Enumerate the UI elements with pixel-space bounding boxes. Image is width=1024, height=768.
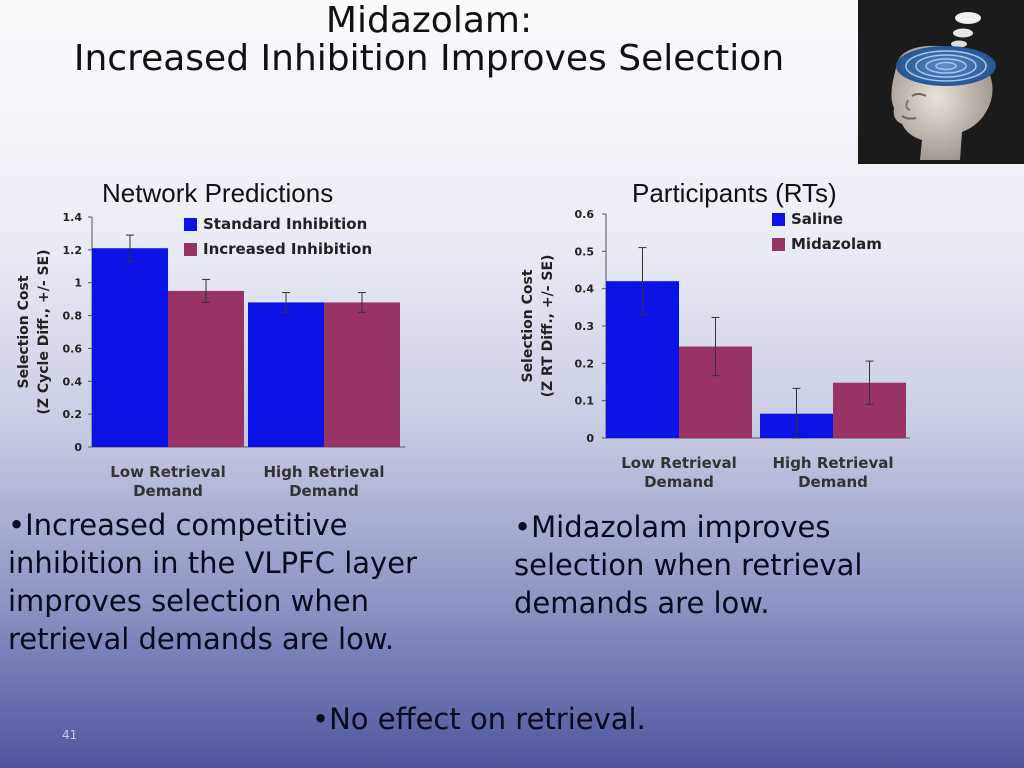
legend-label: Midazolam bbox=[791, 235, 882, 253]
legend-swatch bbox=[184, 218, 197, 231]
legend-label: Saline bbox=[791, 210, 843, 228]
legend-swatch bbox=[184, 243, 197, 256]
bar-standard-inhibition bbox=[92, 248, 168, 447]
x-category-label: High Retrieval Demand bbox=[773, 454, 894, 491]
bullet-bottom-text: No effect on retrieval. bbox=[329, 702, 646, 736]
x-category-label: High Retrieval Demand bbox=[264, 463, 385, 500]
right-chart-heading: Participants (RTs) bbox=[632, 178, 837, 208]
y-tick-label: 0.1 bbox=[575, 395, 595, 408]
y-tick-label: 0.5 bbox=[575, 245, 595, 258]
legend-swatch bbox=[772, 238, 785, 251]
bullet-right-text: Midazolam improves selection when retrie… bbox=[514, 510, 863, 620]
bullet-left: •Increased competitive inhibition in the… bbox=[8, 506, 478, 658]
participants-rt-chart: 0 0.1 0.2 0.3 0.4 0.5 0.6 Low Retrieval Demand Hi… bbox=[520, 208, 910, 491]
x-category-label: Low Retrieval Demand bbox=[621, 454, 737, 491]
y-tick-label: 0.6 bbox=[63, 342, 83, 355]
y-tick-label: 1.2 bbox=[63, 244, 83, 257]
y-tick-label: 1.4 bbox=[63, 211, 83, 224]
bar-increased-inhibition bbox=[168, 290, 244, 447]
y-axis-label-line-1: Selection Cost bbox=[16, 275, 32, 388]
slide-title: Midazolam: Increased Inhibition Improves… bbox=[0, 2, 858, 78]
bullet-dot: • bbox=[312, 702, 330, 736]
y-tick-label: 0.4 bbox=[575, 283, 595, 296]
y-tick-label: 0.2 bbox=[575, 357, 595, 370]
network-predictions-chart: 0 0.2 0.4 0.6 0.8 1 1.2 1.4 Low Retrieval Demand H… bbox=[16, 211, 405, 500]
y-axis-label-line-2: (Z RT Diff., +/- SE) bbox=[540, 255, 556, 398]
bullet-dot: • bbox=[8, 508, 26, 542]
y-tick-label: 1 bbox=[74, 277, 82, 290]
head-maze-image bbox=[858, 0, 1024, 164]
bullet-bottom: •No effect on retrieval. bbox=[312, 700, 772, 738]
legend-label: Standard Inhibition bbox=[203, 215, 367, 233]
slide-number: 41 bbox=[62, 728, 78, 742]
y-axis-label-line-1: Selection Cost bbox=[520, 269, 536, 382]
left-chart-heading: Network Predictions bbox=[102, 178, 334, 208]
bar-increased-inhibition bbox=[324, 302, 400, 447]
bullet-right: •Midazolam improves selection when retri… bbox=[514, 508, 914, 622]
bullet-dot: • bbox=[514, 510, 532, 544]
y-tick-label: 0.3 bbox=[575, 320, 595, 333]
title-line-1: Midazolam: bbox=[325, 0, 533, 41]
x-category-label: Low Retrieval Demand bbox=[110, 463, 226, 500]
y-tick-label: 0 bbox=[74, 441, 82, 454]
y-axis-label-line-2: (Z Cycle Diff., +/- SE) bbox=[36, 249, 52, 414]
legend-label: Increased Inhibition bbox=[203, 240, 372, 258]
bullet-left-text: Increased competitive inhibition in the … bbox=[8, 508, 417, 656]
y-tick-label: 0.8 bbox=[63, 310, 83, 323]
y-tick-label: 0.2 bbox=[63, 408, 83, 421]
legend-swatch bbox=[772, 213, 785, 226]
bar-standard-inhibition bbox=[248, 302, 324, 447]
y-tick-label: 0.6 bbox=[575, 208, 595, 221]
y-tick-label: 0.4 bbox=[63, 375, 83, 388]
y-tick-label: 0 bbox=[586, 432, 594, 445]
title-line-2: Increased Inhibition Improves Selection bbox=[73, 38, 785, 79]
